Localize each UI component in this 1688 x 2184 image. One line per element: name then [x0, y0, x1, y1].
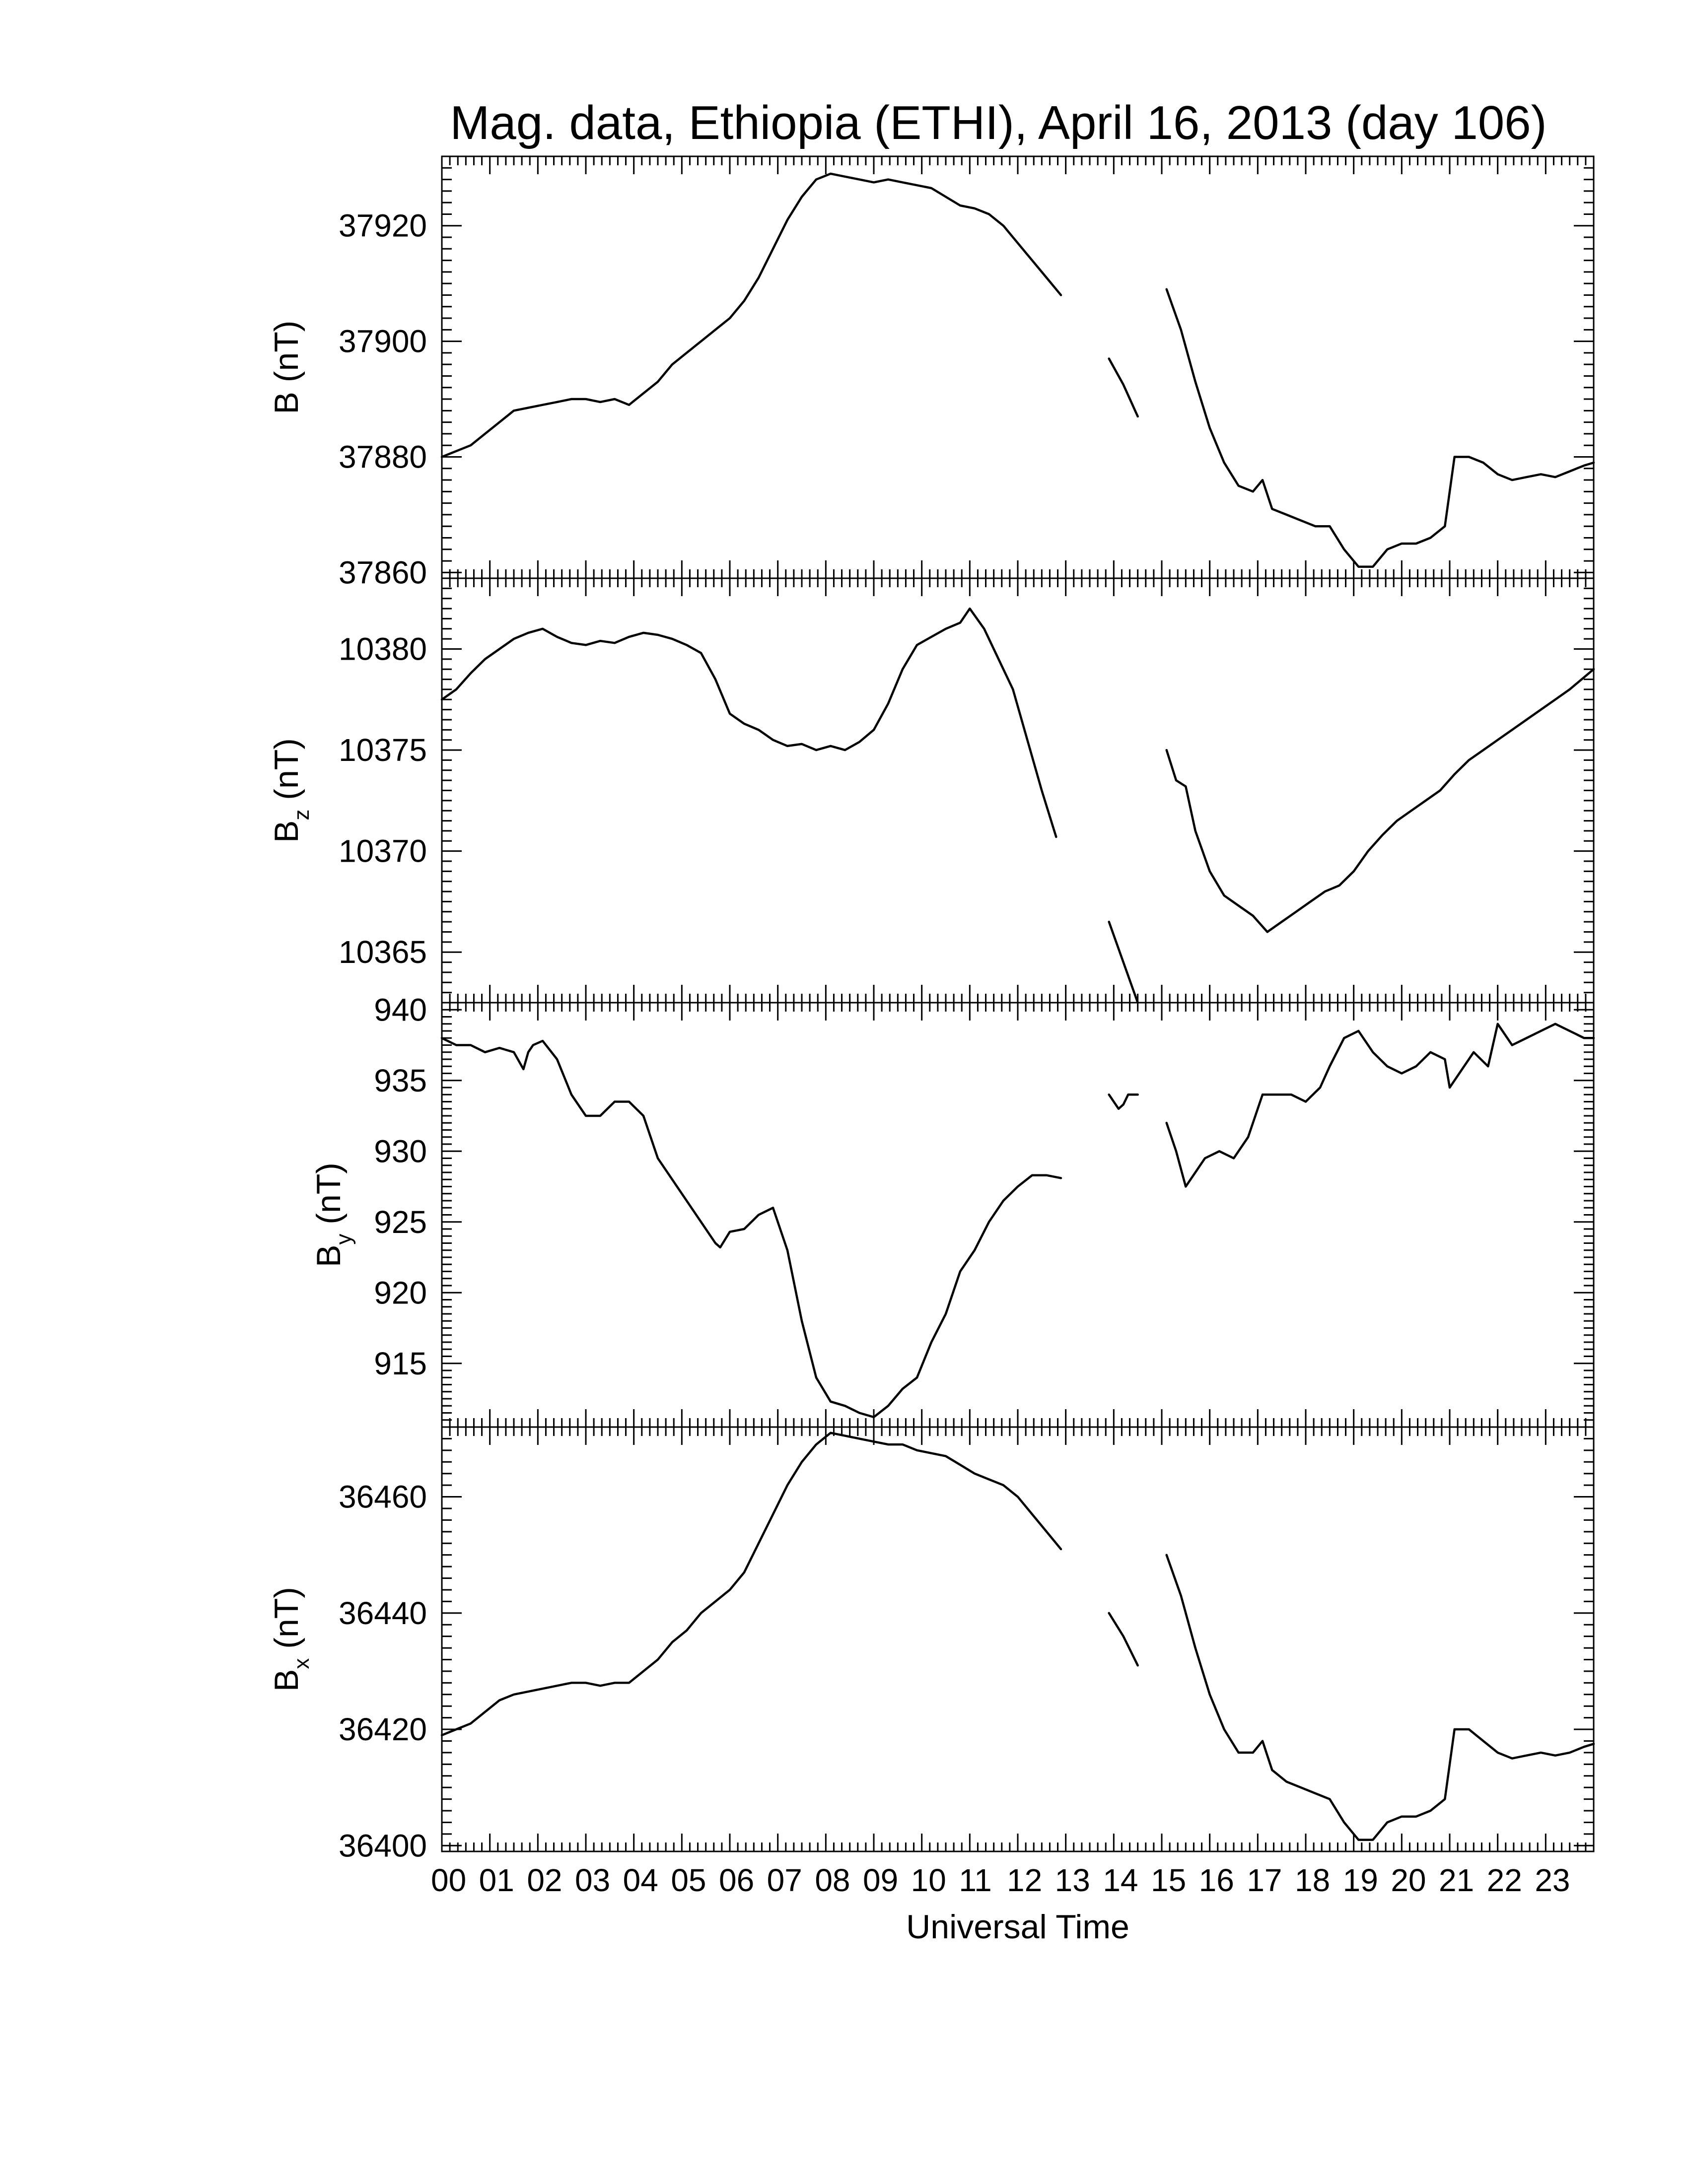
x-axis-labels: 00 01 02 03 04 05 06 07 08 09 10 11 12 13 14 15 16 17 18 19…	[431, 1862, 1570, 1898]
y-tick-labels-Bx: 36400 36420 36440 36460	[339, 1479, 427, 1864]
x-tick-label: 07	[767, 1862, 802, 1898]
x-tick-label: 22	[1487, 1862, 1522, 1898]
y-tick-label: 10370	[339, 833, 427, 869]
series-line-By-0	[440, 1037, 1062, 1419]
x-tick-label: 01	[479, 1862, 514, 1898]
y-tick-label: 36440	[339, 1595, 427, 1631]
y-tick-label: 37920	[339, 208, 427, 244]
y-axis-label-unit: (nT)	[268, 1587, 305, 1658]
y-tick-labels-By: 915 920 925 930 935 940	[374, 992, 427, 1381]
x-tick-label: 20	[1391, 1862, 1426, 1898]
y-axis-label-main: B	[268, 820, 305, 843]
y-ticks-Bx	[442, 1426, 1594, 1846]
x-ticks-Bz	[441, 578, 1595, 1003]
y-tick-label: 935	[374, 1063, 427, 1098]
y-tick-label: 925	[374, 1204, 427, 1240]
series-line-Bx-0	[440, 1432, 1062, 1737]
y-tick-label: 37900	[339, 324, 427, 359]
x-ticks-B	[441, 156, 1595, 578]
x-tick-label: 00	[431, 1862, 466, 1898]
series-line-By-2	[1165, 1023, 1595, 1188]
x-tick-label: 03	[575, 1862, 610, 1898]
x-axis-title: Universal Time	[906, 1908, 1129, 1946]
y-ticks-B	[442, 155, 1594, 573]
x-tick-label: 14	[1103, 1862, 1138, 1898]
panels: 37860 37880 37900 37920 B (nT) 10365 10370 1037…	[268, 155, 1595, 1864]
y-axis-label-main: B	[268, 392, 305, 414]
x-tick-label: 19	[1343, 1862, 1378, 1898]
series-line-Bz-2	[1165, 668, 1595, 933]
x-tick-label: 17	[1247, 1862, 1282, 1898]
panel-frame-Bx	[441, 1426, 1595, 1852]
series-By	[440, 1023, 1595, 1419]
y-ticks-Bz	[442, 577, 1594, 1004]
x-tick-label: 06	[719, 1862, 754, 1898]
y-tick-label: 940	[374, 992, 427, 1027]
x-tick-label: 23	[1535, 1862, 1570, 1898]
y-tick-label: 10365	[339, 934, 427, 970]
y-tick-label: 37880	[339, 439, 427, 475]
series-line-Bz-0	[440, 607, 1057, 838]
y-axis-label-sub: x	[289, 1658, 314, 1669]
x-tick-label: 18	[1295, 1862, 1330, 1898]
y-tick-labels-Bz: 10365 10370 10375 10380	[339, 631, 427, 970]
y-axis-label-B: B (nT)	[268, 321, 305, 414]
series-line-B-1	[1108, 357, 1139, 418]
series-line-B-0	[440, 172, 1062, 458]
x-tick-label: 21	[1439, 1862, 1474, 1898]
panel-By: 915 920 925 930 935 940 By (nT)	[310, 992, 1595, 1428]
y-tick-label: 36400	[339, 1828, 427, 1863]
y-tick-label: 10380	[339, 631, 427, 667]
y-tick-label: 920	[374, 1275, 427, 1310]
x-tick-label: 13	[1055, 1862, 1090, 1898]
y-axis-label-Bx: Bx (nT)	[268, 1587, 314, 1692]
chart-title: Mag. data, Ethiopia (ETHI), April 16, 20…	[450, 96, 1547, 149]
panel-frame-B	[441, 155, 1595, 579]
x-tick-label: 09	[863, 1862, 898, 1898]
x-tick-label: 11	[959, 1862, 991, 1898]
y-axis-label-unit: (nT)	[268, 321, 305, 392]
x-tick-label: 12	[1007, 1862, 1042, 1898]
x-tick-label: 02	[527, 1862, 562, 1898]
y-tick-labels-B: 37860 37880 37900 37920	[339, 208, 427, 591]
y-tick-label: 36420	[339, 1711, 427, 1747]
y-axis-label-main: B	[310, 1245, 348, 1267]
y-axis-label-sub: z	[289, 810, 314, 820]
x-tick-label: 05	[671, 1862, 706, 1898]
panel-Bz: 10365 10370 10375 10380 Bz (nT)	[268, 577, 1595, 1004]
panel-B: 37860 37880 37900 37920 B (nT)	[268, 155, 1595, 591]
y-axis-label-By: By (nT)	[310, 1162, 356, 1267]
series-line-Bx-1	[1108, 1612, 1139, 1667]
x-ticks-Bx	[441, 1427, 1595, 1851]
y-ticks-By	[442, 1002, 1594, 1428]
panel-Bx: 36400 36420 36440 36460 Bx (nT)	[268, 1426, 1595, 1864]
y-tick-label: 930	[374, 1133, 427, 1169]
y-axis-label-main: B	[268, 1669, 305, 1692]
y-tick-label: 36460	[339, 1479, 427, 1515]
series-Bz	[440, 607, 1595, 1004]
x-ticks-By	[441, 1003, 1595, 1427]
y-axis-label-sub: y	[332, 1234, 356, 1245]
series-line-Bx-2	[1165, 1554, 1595, 1841]
x-tick-label: 10	[911, 1862, 946, 1898]
x-tick-label: 04	[623, 1862, 658, 1898]
series-line-By-1	[1108, 1093, 1139, 1110]
series-B	[440, 172, 1595, 568]
x-tick-label: 15	[1151, 1862, 1186, 1898]
y-tick-label: 10375	[339, 732, 427, 768]
series-Bx	[440, 1432, 1595, 1841]
y-axis-label-unit: (nT)	[310, 1162, 348, 1234]
y-axis-label-Bz: Bz (nT)	[268, 738, 314, 843]
y-tick-label: 37860	[339, 554, 427, 590]
panel-frame-By	[441, 1002, 1595, 1428]
y-tick-label: 915	[374, 1346, 427, 1381]
series-line-B-2	[1165, 288, 1595, 568]
y-axis-label-unit: (nT)	[268, 738, 305, 810]
series-line-Bz-1	[1108, 920, 1139, 1004]
x-tick-label: 16	[1199, 1862, 1234, 1898]
x-tick-label: 08	[815, 1862, 850, 1898]
